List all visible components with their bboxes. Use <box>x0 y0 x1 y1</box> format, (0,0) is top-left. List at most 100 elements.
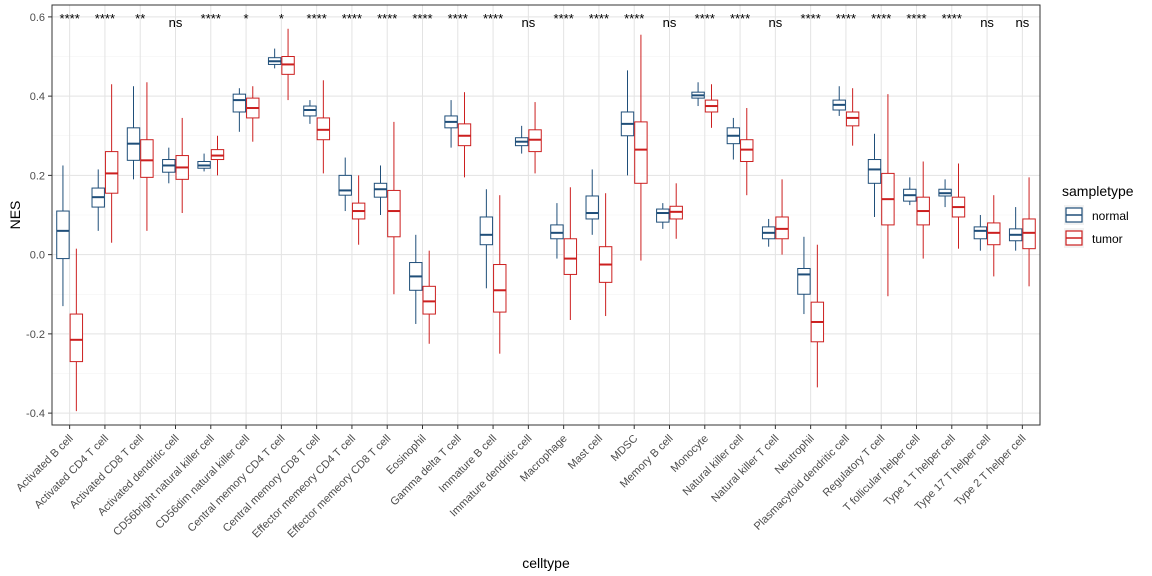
box-normal <box>656 203 670 229</box>
box-tumor <box>987 195 1001 277</box>
x-tick-label: Natural killer T cell <box>709 433 781 505</box>
x-tick-label: MDSC <box>609 433 640 464</box>
box-tumor <box>916 161 930 259</box>
box-tumor <box>210 135 225 176</box>
significance-label: **** <box>377 11 397 26</box>
box-iqr <box>479 216 494 246</box>
legend-title: sampletype <box>1062 183 1134 199</box>
box-tumor <box>775 179 789 255</box>
legend-item-tumor: tumor <box>1064 228 1123 248</box>
legend-label-tumor: tumor <box>1092 232 1123 246</box>
box-tumor <box>598 193 613 317</box>
legend-item-normal: normal <box>1064 205 1129 225</box>
box-iqr <box>387 189 401 238</box>
significance-label: **** <box>95 11 115 26</box>
box-tumor <box>740 108 754 196</box>
significance-label: ** <box>135 11 145 26</box>
significance-labels: **** **** ** ns **** * * **** **** **** **** **** **… <box>60 11 1030 30</box>
significance-label: **** <box>201 11 221 26</box>
box-normal <box>1008 207 1023 251</box>
box-normal <box>832 86 846 116</box>
box-tumor <box>175 117 189 214</box>
significance-label: * <box>244 11 249 26</box>
box-iqr <box>585 195 599 220</box>
box-normal <box>197 153 211 172</box>
box-normal <box>91 169 105 231</box>
box-normal <box>373 165 388 215</box>
box-normal <box>726 117 741 160</box>
box-normal <box>162 147 176 184</box>
box-normal <box>444 100 458 148</box>
box-tumor <box>246 86 260 142</box>
box-tumor <box>457 92 472 178</box>
box-normal <box>479 189 494 289</box>
significance-label: ns <box>521 15 535 30</box>
boxes-layer <box>56 28 1036 412</box>
box-tumor <box>140 82 154 231</box>
box-normal <box>620 70 635 176</box>
legend-label-normal: normal <box>1092 209 1129 223</box>
box-iqr <box>493 264 507 313</box>
box-iqr <box>422 285 436 315</box>
x-tick-label: Regulatory T cell <box>821 433 888 500</box>
gridlines <box>52 5 1040 425</box>
box-tumor <box>1022 177 1036 287</box>
significance-label: **** <box>60 11 80 26</box>
box-tumor <box>69 248 84 412</box>
box-tumor <box>669 183 683 239</box>
box-tumor <box>704 84 719 128</box>
y-axis: -0.4 -0.2 0.0 0.2 0.4 0.6 <box>26 12 52 420</box>
box-iqr <box>56 210 70 260</box>
significance-label: **** <box>412 11 432 26</box>
y-tick-label: 0.0 <box>30 250 45 262</box>
box-tumor <box>493 195 507 354</box>
x-tick-label: Type 2 T helper cell <box>952 433 1028 509</box>
significance-label: **** <box>695 11 715 26</box>
box-iqr <box>867 159 882 184</box>
box-tumor <box>422 250 436 344</box>
significance-label: **** <box>801 11 821 26</box>
box-iqr <box>140 139 154 178</box>
box-normal <box>409 234 423 324</box>
plot-panel-border <box>51 4 1041 426</box>
significance-label: **** <box>836 11 856 26</box>
y-axis-title: NES <box>7 201 23 230</box>
significance-label: **** <box>448 11 468 26</box>
box-tumor <box>316 80 331 174</box>
box-normal <box>126 86 141 180</box>
significance-label: **** <box>942 11 962 26</box>
significance-label: **** <box>483 11 503 26</box>
box-iqr <box>232 93 247 113</box>
box-normal <box>550 203 564 259</box>
significance-label: ns <box>768 15 782 30</box>
box-normal <box>338 157 352 212</box>
legend: sampletype normal tumor <box>1062 183 1134 248</box>
box-tumor <box>528 102 542 174</box>
box-iqr <box>656 208 670 223</box>
box-normal <box>938 179 952 208</box>
box-normal <box>514 125 529 154</box>
y-tick-label: 0.6 <box>30 12 45 24</box>
box-tumor <box>563 187 578 320</box>
x-axis-title: celltype <box>522 555 570 571</box>
box-iqr <box>973 226 988 240</box>
box-tumor <box>845 88 860 146</box>
x-tick-label: Mast cell <box>566 433 605 472</box>
y-tick-label: 0.2 <box>30 170 45 182</box>
box-normal <box>761 218 776 247</box>
box-normal <box>267 48 282 69</box>
box-normal <box>903 177 917 206</box>
box-iqr <box>797 267 811 295</box>
y-tick-label: -0.2 <box>26 329 45 341</box>
box-tumor <box>387 121 401 295</box>
box-tumor <box>104 84 119 243</box>
significance-label: * <box>279 11 284 26</box>
box-tumor <box>881 94 895 297</box>
box-normal <box>691 82 705 107</box>
box-normal <box>867 133 882 217</box>
box-normal <box>797 236 811 315</box>
significance-label: **** <box>871 11 891 26</box>
y-tick-label: 0.4 <box>30 91 45 103</box>
